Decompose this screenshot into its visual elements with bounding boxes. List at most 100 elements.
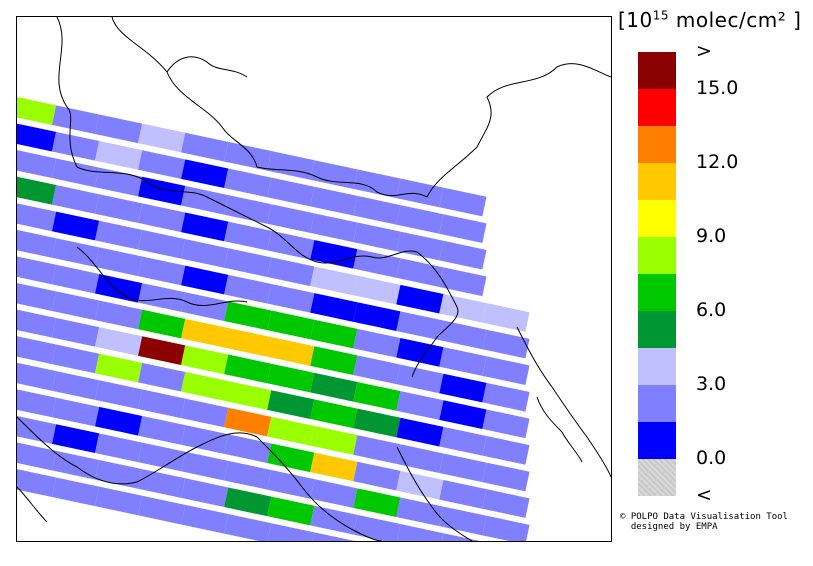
swath-pixel bbox=[482, 436, 530, 465]
swath-pixel bbox=[353, 169, 401, 199]
swath-pixel bbox=[51, 450, 100, 480]
swath-pixel bbox=[396, 391, 444, 420]
swath-pixel bbox=[95, 486, 143, 516]
swath-pixel bbox=[439, 506, 487, 536]
swath-pixel bbox=[51, 264, 100, 294]
swath-pixel bbox=[439, 426, 487, 456]
swath-pixel bbox=[396, 258, 444, 287]
swath-pixel bbox=[353, 302, 401, 331]
swath-pixel bbox=[310, 213, 358, 243]
swath-pixel bbox=[181, 345, 229, 375]
swath-pixel bbox=[51, 291, 100, 321]
legend-swatch bbox=[638, 126, 676, 163]
swath-pixel bbox=[396, 205, 444, 234]
border-line bbox=[76, 246, 248, 306]
legend-unit-label: [1015 molec/cm² ] bbox=[618, 8, 802, 32]
swath-pixel bbox=[138, 229, 186, 259]
swath-pixel bbox=[353, 408, 401, 438]
swath-pixel bbox=[138, 150, 186, 179]
swath-pixel bbox=[439, 347, 487, 376]
swath-pixel bbox=[310, 532, 358, 541]
swath-pixel bbox=[181, 159, 229, 189]
swath-pixel bbox=[224, 221, 272, 251]
border-line bbox=[56, 17, 78, 168]
legend-swatch bbox=[638, 348, 676, 385]
swath-pixel bbox=[310, 239, 358, 269]
swath-pixel bbox=[224, 327, 272, 357]
swath-pixel bbox=[353, 514, 401, 541]
swath-pixel bbox=[95, 380, 143, 409]
legend-swatch bbox=[638, 311, 676, 348]
swath-pixel bbox=[17, 96, 57, 125]
swath-pixel bbox=[17, 335, 57, 365]
swath-pixel bbox=[51, 185, 100, 214]
swath-pixel bbox=[95, 273, 143, 303]
swath-pixel bbox=[51, 238, 100, 267]
swath-pixel bbox=[396, 364, 444, 394]
swath-pixel bbox=[310, 186, 358, 216]
legend-tick-label: 3.0 bbox=[696, 373, 727, 395]
swath-pixel bbox=[482, 515, 530, 541]
swath-pixel bbox=[138, 256, 186, 286]
swath-pixel bbox=[482, 382, 530, 412]
swath-pixel bbox=[17, 202, 57, 232]
swath-pixel bbox=[396, 231, 444, 261]
legend-swatch bbox=[638, 274, 676, 311]
legend-tick-label: 12.0 bbox=[696, 151, 739, 173]
swath-pixel bbox=[95, 194, 143, 223]
swath-pixel bbox=[224, 514, 272, 541]
swath-pixel bbox=[353, 195, 401, 225]
swath-pixel bbox=[267, 337, 315, 366]
swath-pixel bbox=[267, 470, 315, 499]
swath-pixel bbox=[439, 320, 487, 350]
border-line bbox=[266, 226, 418, 264]
border-line bbox=[166, 56, 248, 78]
swath-pixel bbox=[310, 399, 358, 429]
swath-pixel bbox=[353, 275, 401, 305]
swath-pixel bbox=[51, 317, 100, 347]
swath-pixel bbox=[95, 353, 143, 383]
swath-pixel bbox=[310, 426, 358, 455]
swath-pixel bbox=[138, 416, 186, 445]
swath-pixel bbox=[396, 417, 444, 447]
border-line bbox=[17, 416, 258, 485]
swath-pixel bbox=[267, 416, 315, 446]
swath-pixel bbox=[353, 382, 401, 411]
swath-pixel bbox=[482, 462, 530, 492]
swath-pixel bbox=[181, 212, 229, 242]
swath-pixel bbox=[181, 318, 229, 348]
swath-pixel bbox=[267, 310, 315, 340]
swath-pixel bbox=[396, 284, 444, 314]
swath-pixel bbox=[51, 397, 100, 427]
swath-pixel bbox=[95, 220, 143, 250]
swath-pixel bbox=[181, 292, 229, 321]
swath-pixel bbox=[439, 400, 487, 430]
swath-pixel bbox=[267, 523, 315, 541]
swath-pixel bbox=[439, 373, 487, 403]
swath-pixel bbox=[17, 441, 57, 471]
swath-pixel bbox=[224, 487, 272, 517]
swath-pixel bbox=[439, 214, 487, 243]
legend-tick-label: < bbox=[696, 484, 712, 506]
swath-pixel bbox=[224, 301, 272, 331]
legend-tick-label: > bbox=[696, 40, 712, 62]
swath-pixel bbox=[181, 132, 229, 162]
swath-pixel bbox=[181, 371, 229, 401]
swath-pixel bbox=[138, 389, 186, 419]
swath-pixel bbox=[482, 409, 530, 439]
swath-pixel bbox=[95, 300, 143, 330]
swath-pixel bbox=[482, 356, 530, 385]
swath-pixel bbox=[224, 248, 272, 277]
swath-pixel bbox=[310, 452, 358, 482]
swath-pixel bbox=[51, 105, 100, 135]
swath-pixel bbox=[310, 319, 358, 349]
legend-tick-label: 9.0 bbox=[696, 225, 727, 247]
country-borders bbox=[17, 17, 611, 541]
swath-pixel bbox=[181, 504, 229, 534]
swath-pixel bbox=[181, 451, 229, 481]
swath-pixel bbox=[224, 407, 272, 437]
legend-swatch bbox=[638, 385, 676, 422]
swath-pixel bbox=[17, 308, 57, 338]
border-line bbox=[111, 17, 258, 168]
swath-pixel bbox=[439, 187, 487, 217]
